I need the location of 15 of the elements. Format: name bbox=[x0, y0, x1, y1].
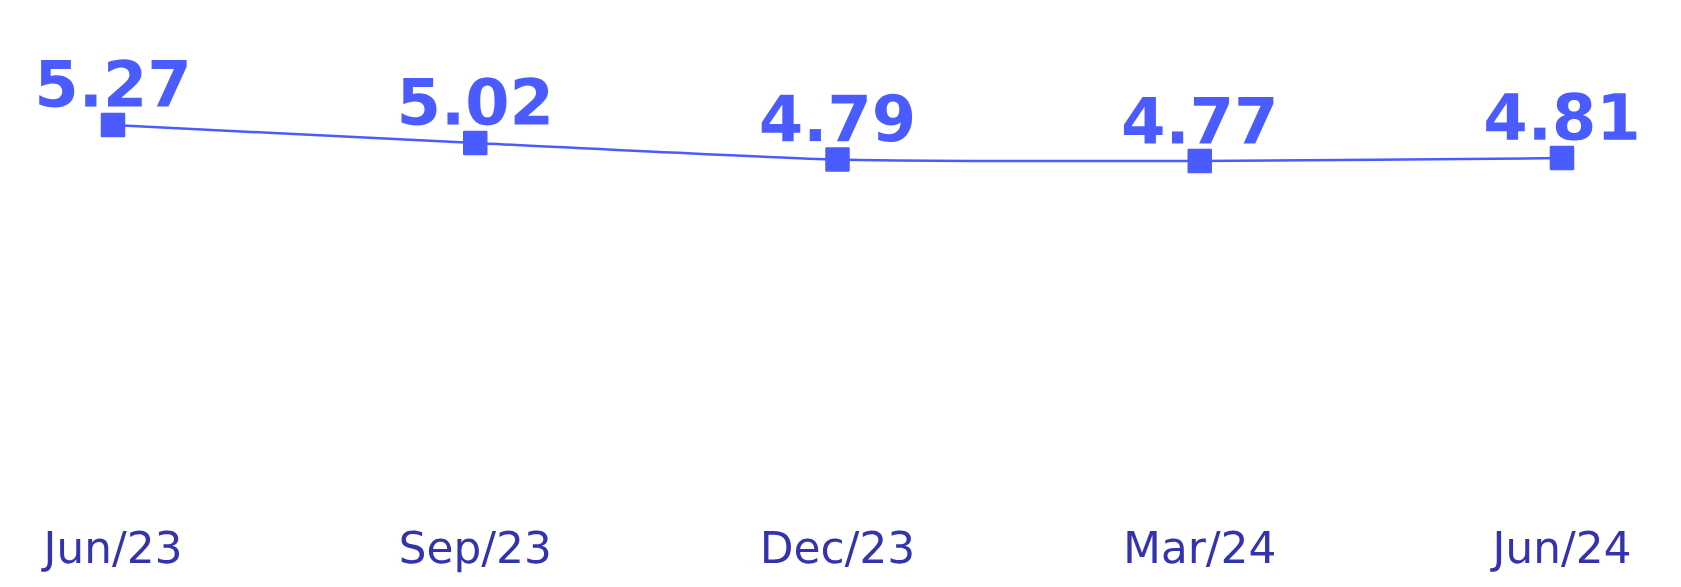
point bbox=[463, 130, 488, 156]
point bbox=[100, 112, 126, 138]
point bbox=[1187, 148, 1212, 174]
data-label: 4.79 bbox=[761, 93, 913, 143]
x-tick-label: Sep/23 bbox=[401, 530, 549, 573]
point bbox=[825, 147, 850, 172]
x-tick-label: Mar/24 bbox=[1127, 530, 1274, 568]
point bbox=[1549, 145, 1575, 171]
data-label: 4.77 bbox=[1123, 97, 1274, 144]
data-label: 4.81 bbox=[1486, 92, 1637, 141]
data-label: 5.02 bbox=[401, 77, 549, 126]
data-label: 5.27 bbox=[39, 59, 187, 108]
x-tick-label: Jun/24 bbox=[1490, 530, 1630, 572]
x-tick-label: Dec/23 bbox=[764, 530, 912, 568]
x-tick-label: Jun/23 bbox=[41, 530, 180, 572]
